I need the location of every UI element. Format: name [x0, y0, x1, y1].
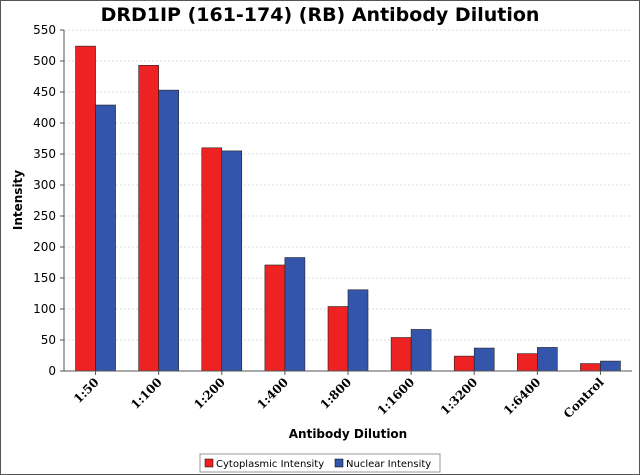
bar-cytoplasmic — [390, 337, 412, 372]
y-tick-label: 50 — [41, 333, 56, 347]
x-tick-label: 1:1600 — [375, 375, 418, 418]
legend: Cytoplasmic Intensity Nuclear Intensity — [199, 453, 441, 473]
bar-nuclear — [473, 347, 495, 372]
y-tick-label: 400 — [33, 116, 56, 130]
legend-label-cytoplasmic: Cytoplasmic Intensity — [216, 459, 324, 470]
x-tick-label: 1:800 — [317, 375, 354, 412]
bar-nuclear — [600, 360, 621, 372]
y-tick-label: 200 — [33, 240, 56, 254]
x-tick-label: 1:400 — [254, 375, 291, 412]
bar-nuclear — [221, 150, 243, 372]
x-tick-labels: 1:50 1:100 1:200 1:400 1:800 1:1600 1:3200 1:64… — [71, 375, 607, 421]
bar-cytoplasmic — [453, 355, 475, 372]
y-tick-label: 300 — [33, 178, 56, 192]
bar-nuclear — [410, 329, 432, 372]
y-tick-label: 150 — [33, 271, 56, 285]
bar-nuclear — [158, 89, 179, 372]
y-tick-label: 350 — [33, 147, 56, 161]
legend-swatch-cytoplasmic — [204, 458, 214, 468]
bar-nuclear — [95, 104, 116, 372]
legend-box — [199, 453, 441, 473]
chart-title: DRD1IP (161-174) (RB) Antibody Dilution — [101, 4, 540, 26]
bar-cytoplasmic — [201, 147, 223, 372]
x-axis-label: Antibody Dilution — [289, 427, 407, 441]
y-tick-label: 250 — [33, 209, 56, 223]
bar-nuclear — [347, 289, 369, 372]
x-tick-label: Control — [561, 375, 607, 421]
bar-nuclear — [537, 347, 558, 372]
bar-cytoplasmic — [138, 65, 159, 372]
x-tick-label: 1:3200 — [438, 375, 481, 418]
x-tick-label: 1:200 — [191, 375, 228, 412]
y-tick-label: 500 — [33, 54, 56, 68]
bar-cytoplasmic — [264, 264, 286, 372]
y-tick-labels: 0 50 100 150 200 250 300 350 400 450 500 550 — [33, 23, 56, 378]
axes — [60, 29, 632, 375]
legend-label-nuclear: Nuclear Intensity — [346, 459, 431, 470]
bar-cytoplasmic — [327, 306, 349, 372]
y-tick-label: 550 — [33, 23, 56, 37]
y-tick-label: 450 — [33, 85, 56, 99]
bar-cytoplasmic — [517, 353, 538, 372]
bar-cytoplasmic — [75, 45, 96, 372]
x-tick-label: 1:6400 — [501, 375, 544, 418]
bar-nuclear — [284, 257, 306, 372]
y-axis-label: Intensity — [11, 170, 25, 230]
bars — [75, 45, 621, 372]
bar-cytoplasmic — [580, 363, 601, 372]
x-tick-label: 1:100 — [128, 375, 165, 412]
y-tick-label: 0 — [48, 364, 56, 378]
legend-swatch-nuclear — [334, 458, 344, 468]
y-tick-label: 100 — [33, 302, 56, 316]
x-tick-label: 1:50 — [71, 375, 102, 406]
